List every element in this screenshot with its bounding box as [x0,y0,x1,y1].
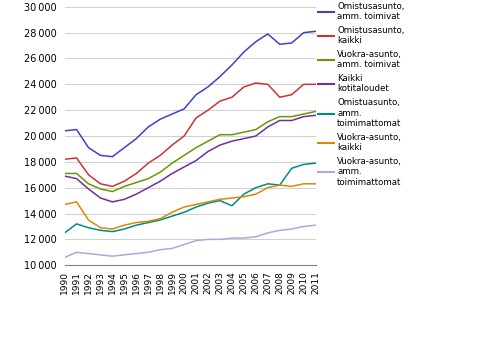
Legend: Omistusasunto,
amm. toimivat, Omistusasunto,
kaikki, Vuokra-asunto,
amm. toimiva: Omistusasunto, amm. toimivat, Omistusasu… [318,2,405,187]
